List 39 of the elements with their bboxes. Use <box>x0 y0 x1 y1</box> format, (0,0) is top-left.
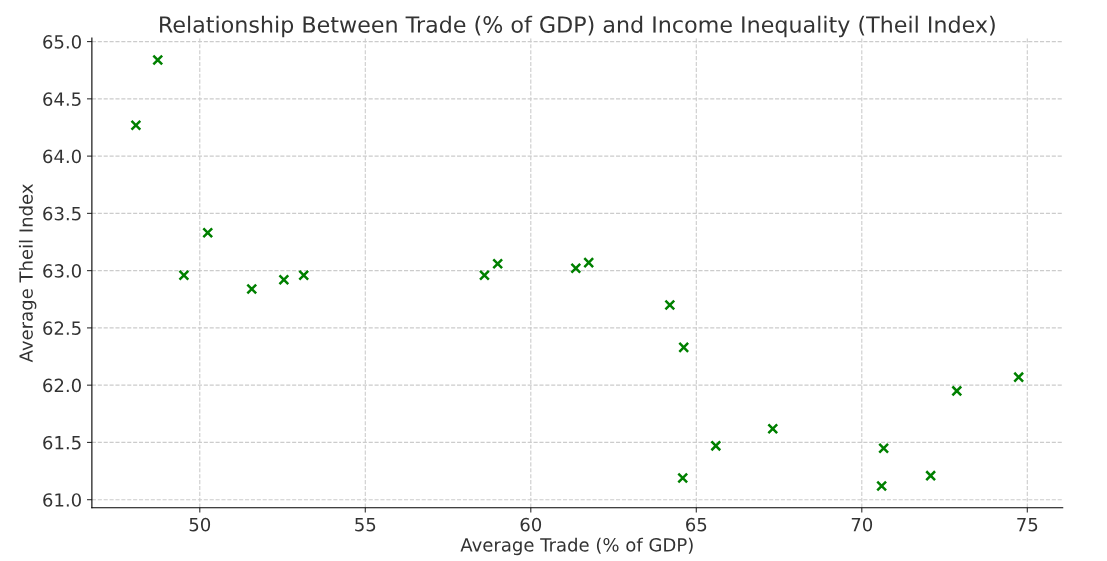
x-tick-label: 50 <box>189 517 211 532</box>
y-tick-label: 63.5 <box>43 206 81 221</box>
point <box>925 470 937 482</box>
y-tick-label: 64.5 <box>43 92 81 106</box>
point <box>278 274 290 286</box>
point <box>678 341 690 354</box>
point <box>570 262 582 274</box>
point <box>878 442 890 454</box>
point <box>951 385 963 397</box>
x-axis-title: Average Trade (% of GDP) <box>460 537 693 556</box>
y-tick-label: 61.0 <box>43 493 81 507</box>
y-tick-label: 62.0 <box>43 378 81 393</box>
y-tick-label: 64.0 <box>43 149 81 164</box>
chart-title: Relationship Between Trade (% of GDP) and Income Inequality (Theil Index) <box>160 15 995 38</box>
x-tick-label: 70 <box>851 517 873 532</box>
x-tick-label: 65 <box>686 517 707 532</box>
point <box>767 423 779 435</box>
x-tick-label: 55 <box>355 517 376 532</box>
y-axis-title: Average Theil Index <box>18 184 37 363</box>
point <box>130 119 142 131</box>
point <box>298 269 310 281</box>
point <box>876 480 888 492</box>
x-tick-label: 60 <box>520 517 542 532</box>
point <box>202 227 214 239</box>
point <box>492 258 504 270</box>
y-tick-label: 62.5 <box>43 321 81 336</box>
point <box>478 269 491 281</box>
point <box>246 283 258 295</box>
point <box>664 299 676 311</box>
point <box>178 269 190 281</box>
y-tick-label: 61.5 <box>43 435 81 450</box>
point <box>677 472 689 484</box>
point <box>583 256 595 269</box>
point <box>710 440 722 452</box>
y-tick-label: 63.0 <box>43 264 81 278</box>
point <box>1013 371 1025 383</box>
point <box>152 54 164 66</box>
x-tick-label: 75 <box>1017 517 1038 532</box>
y-tick-label: 65.0 <box>43 35 81 49</box>
